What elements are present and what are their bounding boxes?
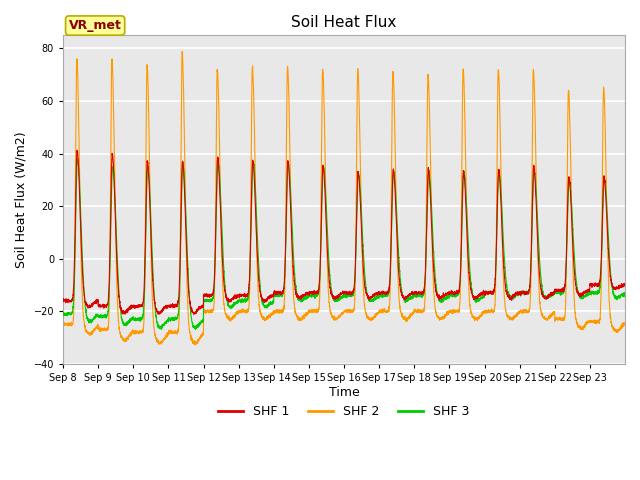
- Y-axis label: Soil Heat Flux (W/m2): Soil Heat Flux (W/m2): [15, 131, 28, 268]
- Text: VR_met: VR_met: [68, 19, 122, 32]
- Title: Soil Heat Flux: Soil Heat Flux: [291, 15, 397, 30]
- Legend: SHF 1, SHF 2, SHF 3: SHF 1, SHF 2, SHF 3: [213, 400, 475, 423]
- X-axis label: Time: Time: [329, 385, 360, 398]
